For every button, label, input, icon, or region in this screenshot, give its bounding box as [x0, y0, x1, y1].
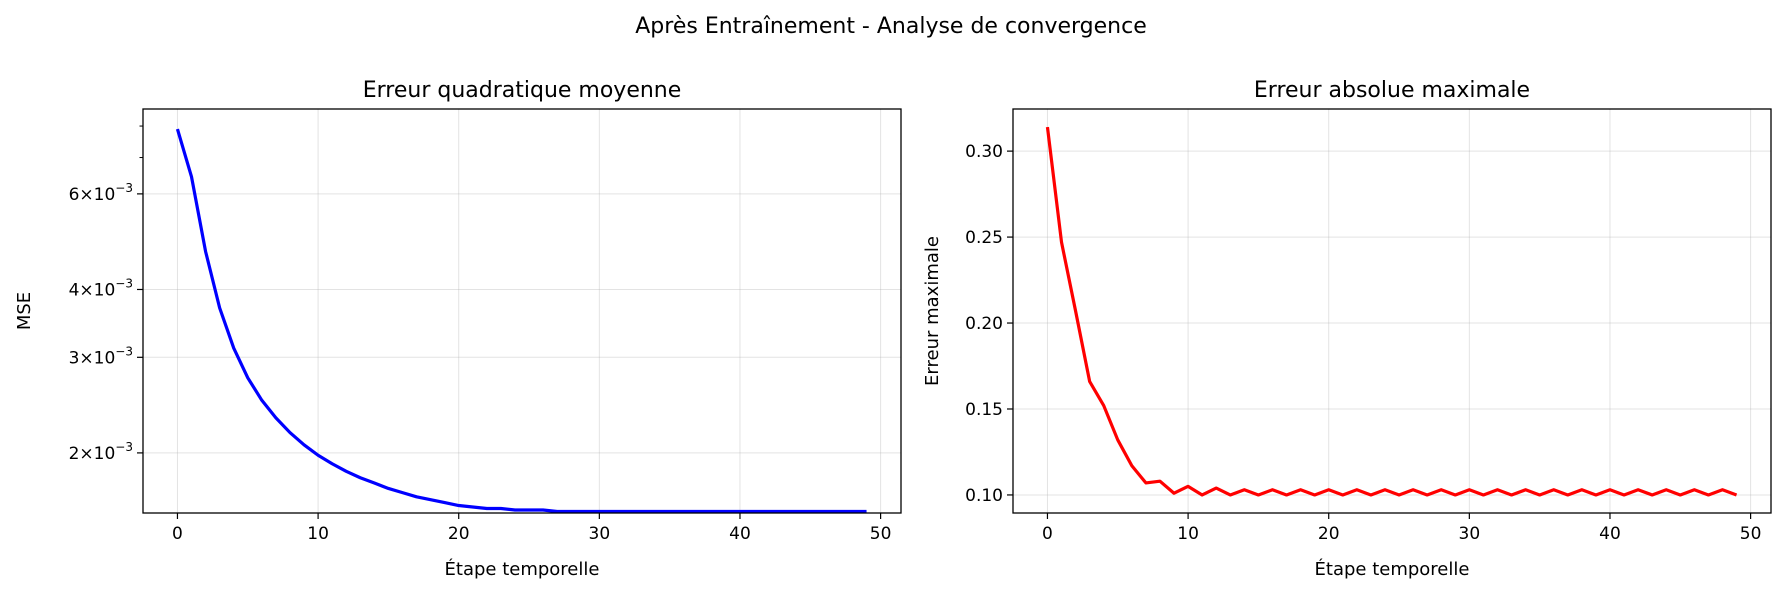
chart-1-y-tick-label: 0.25 — [965, 228, 1003, 248]
chart-0-y-tick-label: 2×10−3 — [69, 440, 133, 464]
chart-1-y-tick-label: 0.15 — [965, 400, 1003, 420]
chart-1-series-line — [1045, 126, 1738, 497]
chart-0-title: Erreur quadratique moyenne — [363, 78, 682, 103]
chart-1-axes-frame — [1012, 108, 1772, 514]
chart-0-x-tick-label: 40 — [729, 524, 751, 544]
figure-suptitle: Après Entraînement - Analyse de converge… — [635, 14, 1147, 39]
panel-mse: 0 10 20 30 40 50 6×10−3 4×10−3 3×10−3 2×10−3 Erreu… — [14, 78, 902, 580]
chart-0-x-tick-label: 0 — [172, 524, 183, 544]
chart-0-y-tick-label: 4×10−3 — [69, 276, 133, 300]
chart-1-title: Erreur absolue maximale — [1254, 78, 1530, 103]
chart-1-x-tick-label: 50 — [1740, 524, 1762, 544]
panel-max-abs-error: 0 10 20 30 40 50 0.10 0.15 0.20 0.25 0.30 Erreur ab… — [922, 78, 1772, 580]
chart-0-axes-frame — [142, 108, 902, 514]
chart-1-x-tick-label: 0 — [1042, 524, 1053, 544]
chart-0-y-tick-label: 3×10−3 — [69, 344, 133, 368]
chart-1-x-tick-label: 30 — [1459, 524, 1481, 544]
chart-0-x-tick-label: 20 — [448, 524, 470, 544]
chart-1-y-axis-label: Erreur maximale — [922, 236, 943, 386]
chart-0-x-tick-label: 10 — [307, 524, 329, 544]
chart-0-x-axis-label: Étape temporelle — [445, 558, 600, 580]
chart-0-y-axis-label: MSE — [14, 292, 35, 330]
chart-1-x-tick-label: 10 — [1177, 524, 1199, 544]
chart-0-x-tick-label: 30 — [589, 524, 611, 544]
chart-1-x-axis-label: Étape temporelle — [1315, 558, 1470, 580]
chart-1-x-tick-label: 40 — [1599, 524, 1621, 544]
chart-1-x-tick-label: 20 — [1318, 524, 1340, 544]
chart-1-y-tick-label: 0.20 — [965, 314, 1003, 334]
chart-1-y-tick-label: 0.10 — [965, 486, 1003, 506]
chart-0-series-line — [175, 128, 867, 514]
chart-1-y-tick-label: 0.30 — [965, 142, 1003, 162]
chart-0-y-tick-label: 6×10−3 — [69, 181, 133, 205]
chart-0-x-tick-label: 50 — [870, 524, 892, 544]
